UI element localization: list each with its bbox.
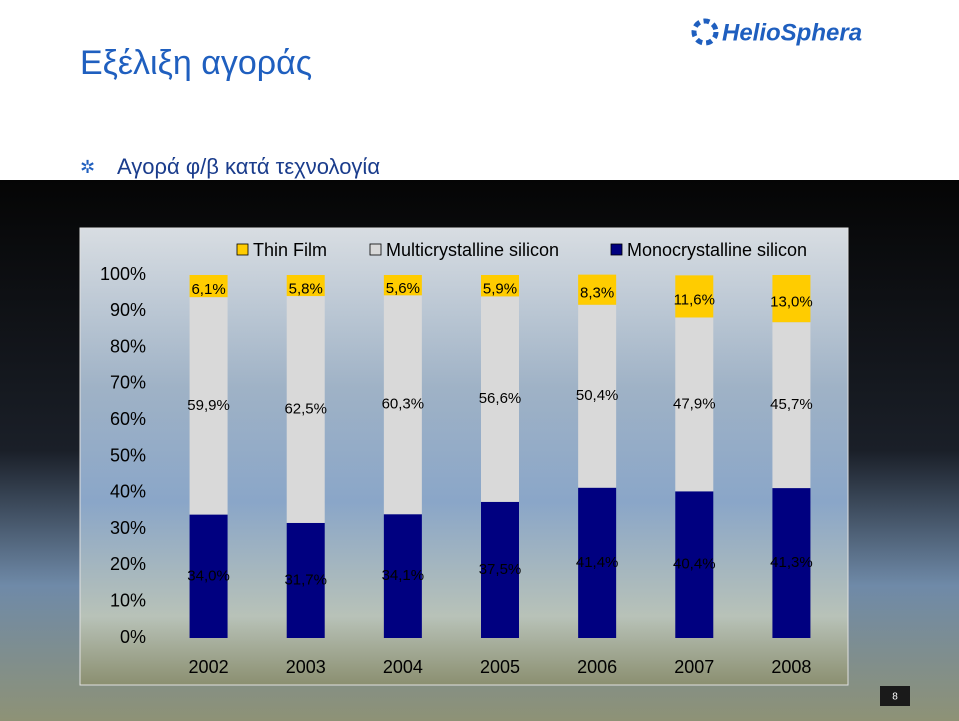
bar-segment: [772, 275, 811, 323]
legend-label: Monocrystalline silicon: [627, 240, 807, 260]
bar-segment: [481, 296, 519, 502]
x-tick-label: 2003: [286, 657, 326, 677]
logo-text: HelioSphera: [722, 19, 862, 46]
value-label: 59,9%: [187, 397, 230, 414]
bar-segment: [578, 274, 617, 305]
page-number-box: [880, 686, 910, 706]
bar-segment: [675, 491, 714, 638]
value-label: 50,4%: [576, 387, 619, 404]
legend-label: Multicrystalline silicon: [386, 240, 559, 260]
value-label: 41,3%: [770, 554, 813, 571]
value-label: 47,9%: [673, 395, 716, 412]
x-tick-label: 2008: [771, 657, 811, 677]
bar-segment: [189, 275, 228, 298]
bar-segment: [189, 297, 228, 515]
bar-segment: [772, 322, 811, 489]
value-label: 5,6%: [386, 280, 420, 297]
y-tick-label: 10%: [110, 590, 146, 610]
bar-segment: [675, 317, 714, 492]
bar-segment: [772, 488, 811, 638]
bar-segment: [383, 275, 422, 296]
x-tick-label: 2007: [674, 657, 714, 677]
value-label: 41,4%: [576, 554, 619, 571]
y-tick-label: 40%: [110, 482, 146, 502]
value-label: 5,8%: [289, 280, 323, 297]
slide-title: Εξέλιξη αγοράς: [80, 44, 312, 82]
value-label: 8,3%: [580, 285, 614, 302]
bar-segment: [286, 275, 325, 297]
x-tick-label: 2004: [383, 657, 423, 677]
y-tick-label: 90%: [110, 300, 146, 320]
x-tick-label: 2005: [480, 657, 520, 677]
value-label: 60,3%: [382, 396, 425, 413]
legend-swatch: [610, 243, 623, 256]
bar-segment: [189, 514, 228, 638]
y-tick-label: 30%: [110, 518, 146, 538]
value-label: 62,5%: [284, 400, 327, 417]
value-label: 6,1%: [191, 281, 225, 298]
bar-segment: [578, 304, 617, 488]
legend-label: Thin Film: [253, 240, 327, 260]
bar-segment: [286, 296, 325, 523]
value-label: 56,6%: [479, 390, 522, 407]
bullet-icon: ✲: [80, 157, 95, 177]
bar-segment: [383, 514, 422, 638]
y-tick-label: 60%: [110, 409, 146, 429]
bar-segment: [481, 501, 519, 638]
legend-swatch: [369, 243, 382, 256]
bar-segment: [578, 487, 617, 638]
logo-icon: [691, 18, 719, 46]
bar-segment: [675, 275, 714, 318]
value-label: 11,6%: [674, 291, 715, 308]
y-tick-label: 20%: [110, 554, 146, 574]
subtitle: Αγορά φ/β κατά τεχνολογία: [117, 154, 380, 179]
page-number: 8: [892, 692, 898, 703]
x-tick-label: 2002: [189, 657, 229, 677]
y-tick-label: 50%: [110, 445, 146, 465]
bar-segment: [286, 522, 325, 638]
value-label: 34,0%: [187, 567, 230, 584]
y-tick-label: 70%: [110, 373, 146, 393]
value-label: 45,7%: [770, 396, 813, 413]
value-label: 34,1%: [382, 567, 425, 584]
y-tick-label: 0%: [120, 627, 146, 647]
legend-swatch: [236, 243, 249, 256]
y-tick-label: 80%: [110, 336, 146, 356]
value-label: 5,9%: [483, 281, 517, 298]
value-label: 37,5%: [479, 561, 522, 578]
bar-segment: [383, 295, 422, 515]
logo: HelioSphera: [691, 18, 862, 46]
bar-segment: [481, 275, 519, 297]
y-tick-label: 100%: [100, 264, 146, 284]
value-label: 31,7%: [284, 571, 327, 588]
value-label: 13,0%: [770, 294, 813, 311]
value-label: 40,4%: [673, 556, 716, 573]
x-tick-label: 2006: [577, 657, 617, 677]
